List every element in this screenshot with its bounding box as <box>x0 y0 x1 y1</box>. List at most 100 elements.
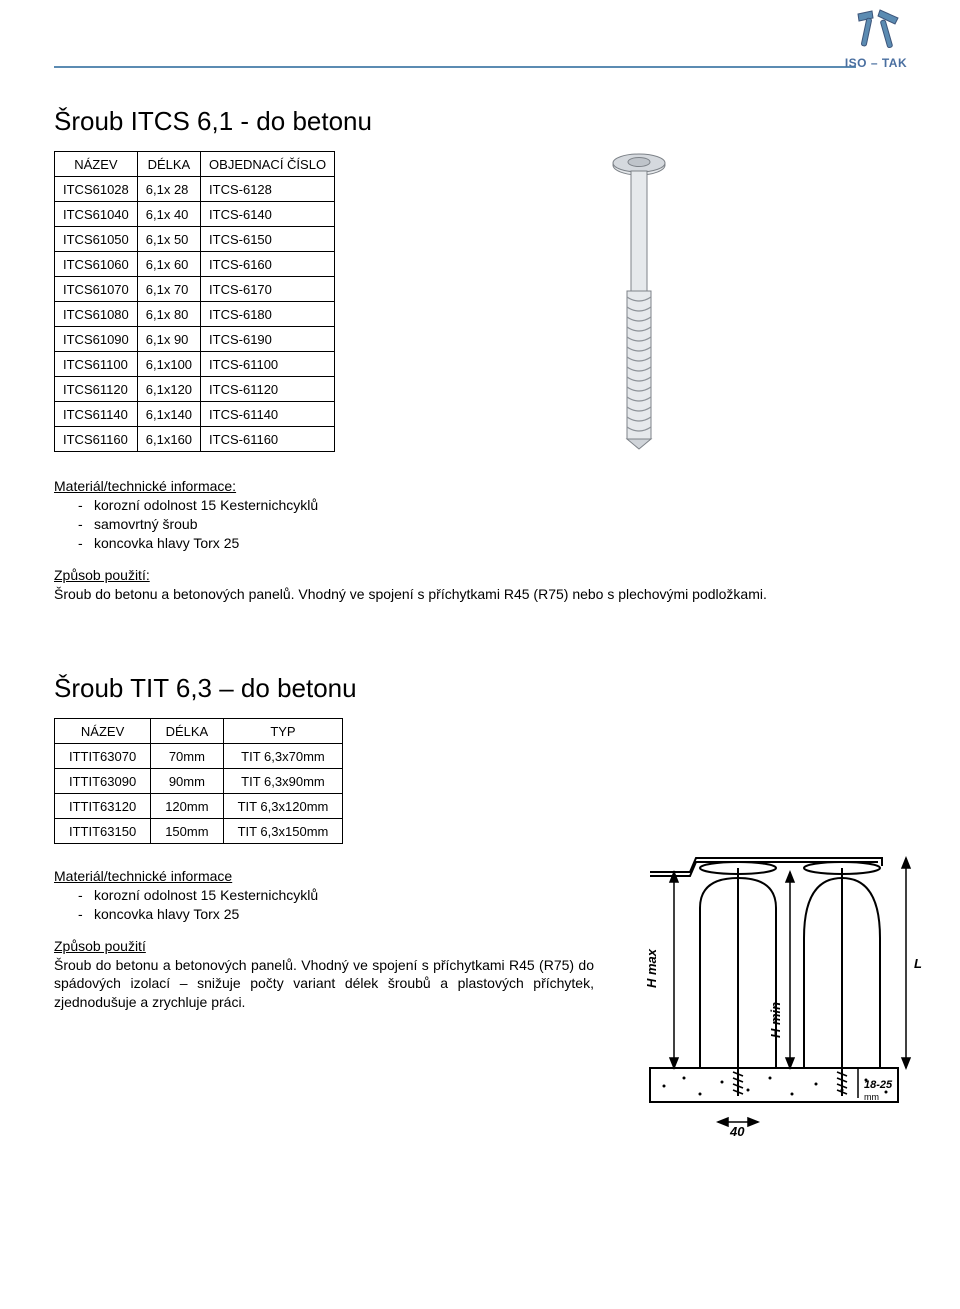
col-name: NÁZEV <box>55 152 138 177</box>
table-cell: 90mm <box>151 769 223 794</box>
table-header-row: NÁZEV DÉLKA OBJEDNACÍ ČÍSLO <box>55 152 335 177</box>
col-type: TYP <box>223 719 343 744</box>
table-cell: ITTIT63150 <box>55 819 151 844</box>
usage-text: Šroub do betonu a betonových panelů. Vho… <box>54 956 594 1011</box>
table-header-row: NÁZEV DÉLKA TYP <box>55 719 343 744</box>
table-cell: ITCS61080 <box>55 302 138 327</box>
table-cell: TIT 6,3x90mm <box>223 769 343 794</box>
table-cell: 6,1x 28 <box>137 177 200 202</box>
page-header: ISO – TAK <box>54 0 912 84</box>
list-item: koncovka hlavy Torx 25 <box>54 905 594 924</box>
table-cell: ITCS-61120 <box>201 377 335 402</box>
label-hmin: H min <box>768 1002 783 1038</box>
screw-icon <box>594 151 684 451</box>
list-item: koncovka hlavy Torx 25 <box>54 534 912 553</box>
table-cell: 6,1x160 <box>137 427 200 452</box>
table-cell: ITCS-6160 <box>201 252 335 277</box>
product2-title: Šroub TIT 6,3 – do betonu <box>54 673 912 704</box>
label-width: 40 <box>729 1124 745 1138</box>
table-cell: ITCS-6128 <box>201 177 335 202</box>
brand-name: ISO – TAK <box>845 56 907 70</box>
usage-text: Šroub do betonu a betonových panelů. Vho… <box>54 585 912 603</box>
table-row: ITCS610706,1x 70ITCS-6170 <box>55 277 335 302</box>
table-cell: TIT 6,3x120mm <box>223 794 343 819</box>
cross-section-icon: L H max H min 18-25 mm 40 <box>630 838 930 1138</box>
table-row: ITCS610906,1x 90ITCS-6190 <box>55 327 335 352</box>
col-length: DÉLKA <box>137 152 200 177</box>
usage-title: Způsob použití: <box>54 567 912 583</box>
product1-material: Materiál/technické informace: korozní od… <box>54 478 912 553</box>
table-row: ITCS611006,1x100ITCS-61100 <box>55 352 335 377</box>
table-cell: 6,1x 80 <box>137 302 200 327</box>
table-cell: ITTIT63070 <box>55 744 151 769</box>
product1-table: NÁZEV DÉLKA OBJEDNACÍ ČÍSLO ITCS610286,1… <box>54 151 335 452</box>
hammers-icon <box>840 8 912 54</box>
product2-material: Materiál/technické informace korozní odo… <box>54 868 594 924</box>
table-row: ITCS610286,1x 28ITCS-6128 <box>55 177 335 202</box>
table-cell: ITCS61040 <box>55 202 138 227</box>
table-cell: TIT 6,3x150mm <box>223 819 343 844</box>
table-cell: ITCS61100 <box>55 352 138 377</box>
table-cell: ITCS-6180 <box>201 302 335 327</box>
product2-usage: Způsob použití Šroub do betonu a betonov… <box>54 938 594 1011</box>
table-cell: ITCS61090 <box>55 327 138 352</box>
material-title: Materiál/technické informace <box>54 868 594 884</box>
table-cell: 150mm <box>151 819 223 844</box>
table-cell: ITCS-6150 <box>201 227 335 252</box>
table-cell: ITCS61140 <box>55 402 138 427</box>
table-cell: TIT 6,3x70mm <box>223 744 343 769</box>
table-cell: ITCS-61160 <box>201 427 335 452</box>
product1-screw-image <box>365 151 912 451</box>
table-row: ITCS610406,1x 40ITCS-6140 <box>55 202 335 227</box>
table-cell: 6,1x 90 <box>137 327 200 352</box>
table-cell: 120mm <box>151 794 223 819</box>
usage-title: Způsob použití <box>54 938 594 954</box>
table-cell: ITTIT63120 <box>55 794 151 819</box>
table-row: ITCS611406,1x140ITCS-61140 <box>55 402 335 427</box>
table-row: ITCS610506,1x 50ITCS-6150 <box>55 227 335 252</box>
table-row: ITTIT63120120mmTIT 6,3x120mm <box>55 794 343 819</box>
list-item: samovrtný šroub <box>54 515 912 534</box>
product1-usage: Způsob použití: Šroub do betonu a betono… <box>54 567 912 603</box>
table-cell: 6,1x 60 <box>137 252 200 277</box>
col-name: NÁZEV <box>55 719 151 744</box>
product2-table: NÁZEV DÉLKA TYP ITTIT6307070mmTIT 6,3x70… <box>54 718 343 844</box>
table-cell: ITCS61060 <box>55 252 138 277</box>
table-cell: ITCS-6170 <box>201 277 335 302</box>
table-row: ITCS610806,1x 80ITCS-6180 <box>55 302 335 327</box>
table-cell: 6,1x 70 <box>137 277 200 302</box>
table-row: ITTIT63150150mmTIT 6,3x150mm <box>55 819 343 844</box>
table-cell: ITCS61050 <box>55 227 138 252</box>
brand-logo: ISO – TAK <box>840 8 912 70</box>
table-row: ITCS611206,1x120ITCS-61120 <box>55 377 335 402</box>
table-cell: ITCS61070 <box>55 277 138 302</box>
table-row: ITCS610606,1x 60ITCS-6160 <box>55 252 335 277</box>
table-cell: ITCS61028 <box>55 177 138 202</box>
table-cell: 6,1x100 <box>137 352 200 377</box>
table-cell: ITCS-61100 <box>201 352 335 377</box>
table-cell: 6,1x 40 <box>137 202 200 227</box>
col-order: OBJEDNACÍ ČÍSLO <box>201 152 335 177</box>
list-item: korozní odolnost 15 Kesternichcyklů <box>54 886 594 905</box>
header-rule <box>54 66 856 68</box>
list-item: korozní odolnost 15 Kesternichcyklů <box>54 496 912 515</box>
col-length: DÉLKA <box>151 719 223 744</box>
table-cell: 6,1x 50 <box>137 227 200 252</box>
table-row: ITTIT6309090mmTIT 6,3x90mm <box>55 769 343 794</box>
table-cell: ITCS-61140 <box>201 402 335 427</box>
table-cell: ITCS61160 <box>55 427 138 452</box>
table-cell: 70mm <box>151 744 223 769</box>
label-range: 18-25 <box>864 1079 893 1091</box>
label-L: L <box>914 956 922 971</box>
table-cell: ITCS61120 <box>55 377 138 402</box>
table-cell: ITCS-6190 <box>201 327 335 352</box>
table-cell: ITTIT63090 <box>55 769 151 794</box>
product2-diagram: L H max H min 18-25 mm 40 <box>630 838 930 1138</box>
label-mm: mm <box>864 1092 879 1102</box>
label-hmax: H max <box>644 948 659 988</box>
table-cell: ITCS-6140 <box>201 202 335 227</box>
product1-title: Šroub ITCS 6,1 - do betonu <box>54 106 912 137</box>
material-title: Materiál/technické informace: <box>54 478 912 494</box>
table-cell: 6,1x120 <box>137 377 200 402</box>
table-row: ITTIT6307070mmTIT 6,3x70mm <box>55 744 343 769</box>
